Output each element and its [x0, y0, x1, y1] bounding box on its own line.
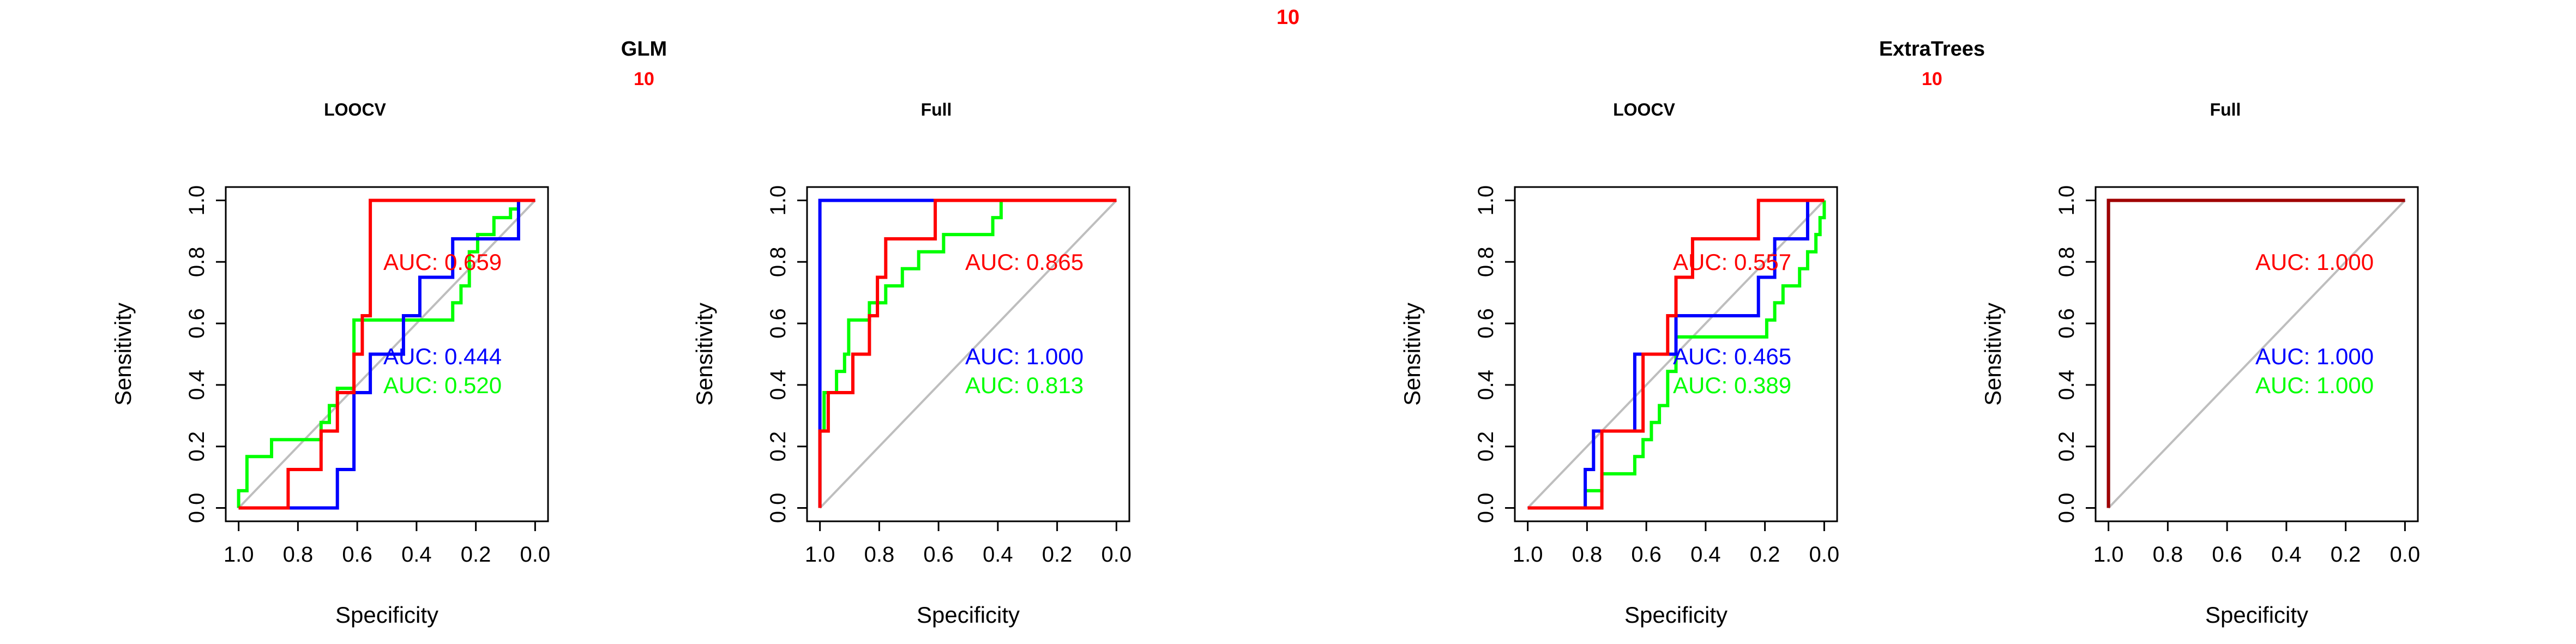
x-tick-label: 0.6	[1631, 543, 1662, 567]
y-tick-label: 0.8	[1474, 247, 1498, 278]
figure-header-label: 10	[1277, 6, 1299, 29]
x-tick-label: 0.8	[864, 543, 895, 567]
y-tick-label: 0.4	[185, 370, 209, 400]
x-tick-label: 1.0	[224, 543, 254, 567]
y-tick-label: 0.2	[766, 431, 790, 462]
x-tick-label: 0.4	[2271, 543, 2302, 567]
roc-panel-1: LOOCV AUC: 0.659 AUC: 0.444 AUC: 0.520 1.0 0.…	[110, 100, 550, 628]
y-tick-label: 0.8	[185, 247, 209, 278]
y-tick-label: 0.8	[766, 247, 790, 278]
x-tick-label: 0.6	[342, 543, 372, 567]
auc-label-red: AUC: 0.557	[1673, 249, 1791, 275]
y-tick-label: 0.2	[2055, 431, 2079, 462]
y-tick-label: 0.8	[2055, 247, 2079, 278]
y-tick-label: 1.0	[1474, 185, 1498, 216]
x-tick-label: 0.0	[2390, 543, 2421, 567]
auc-label-blue: AUC: 0.444	[383, 344, 502, 369]
x-tick-label: 1.0	[2093, 543, 2124, 567]
auc-label-red: AUC: 0.659	[383, 249, 502, 275]
y-axis-label: Sensitivity	[110, 303, 136, 406]
y-axis-label: Sensitivity	[1980, 303, 2006, 406]
group-title-extratrees: ExtraTrees	[1879, 38, 1985, 61]
panel-title: LOOCV	[1613, 100, 1675, 119]
x-tick-label: 0.0	[520, 543, 551, 567]
x-axis-label: Specificity	[335, 602, 438, 628]
y-axis-label: Sensitivity	[691, 303, 717, 406]
auc-label-green: AUC: 0.389	[1673, 372, 1791, 398]
x-tick-label: 0.8	[2153, 543, 2183, 567]
group-subtitle-extratrees: 10	[1922, 69, 1942, 89]
roc-curve-red	[238, 198, 535, 510]
auc-label-blue: AUC: 1.000	[965, 344, 1084, 369]
y-tick-label: 0.0	[1474, 493, 1498, 523]
x-tick-label: 0.0	[1809, 543, 1840, 567]
roc-panel-3: LOOCV AUC: 0.557 AUC: 0.465 AUC: 0.389 1.0 0.…	[1399, 100, 1839, 628]
auc-label-blue: AUC: 1.000	[2255, 344, 2374, 369]
y-tick-label: 1.0	[2055, 185, 2079, 216]
y-tick-label: 0.6	[185, 308, 209, 339]
x-tick-label: 0.0	[1102, 543, 1132, 567]
x-tick-label: 1.0	[1513, 543, 1543, 567]
y-tick-label: 0.2	[185, 431, 209, 462]
auc-label-green: AUC: 1.000	[2255, 372, 2374, 398]
x-tick-label: 0.2	[461, 543, 491, 567]
auc-label-blue: AUC: 0.465	[1673, 344, 1791, 369]
panel-title: Full	[2210, 100, 2241, 119]
x-axis-label: Specificity	[2205, 602, 2308, 628]
y-tick-label: 0.4	[1474, 370, 1498, 400]
y-tick-label: 0.6	[1474, 308, 1498, 339]
group-title-glm: GLM	[621, 38, 667, 61]
y-tick-label: 0.4	[2055, 370, 2079, 400]
auc-label-green: AUC: 0.520	[383, 372, 502, 398]
x-tick-label: 0.2	[2331, 543, 2361, 567]
x-tick-label: 0.8	[283, 543, 314, 567]
x-tick-label: 0.2	[1042, 543, 1073, 567]
y-tick-label: 1.0	[766, 185, 790, 216]
x-tick-label: 0.4	[401, 543, 432, 567]
auc-label-red: AUC: 1.000	[2255, 249, 2374, 275]
x-tick-label: 0.8	[1572, 543, 1603, 567]
y-tick-label: 0.6	[766, 308, 790, 339]
x-tick-label: 0.4	[983, 543, 1013, 567]
y-tick-label: 0.6	[2055, 308, 2079, 339]
y-tick-label: 1.0	[185, 185, 209, 216]
roc-panels: LOOCV AUC: 0.659 AUC: 0.444 AUC: 0.520 1.0 0.…	[110, 100, 2420, 628]
roc-curve-blue	[1527, 198, 1825, 510]
roc-curve-red	[2106, 198, 2405, 508]
y-tick-label: 0.0	[766, 493, 790, 523]
roc-curve-red	[818, 198, 1117, 508]
chance-diagonal	[819, 200, 1117, 509]
chance-diagonal	[2108, 200, 2406, 509]
group-subtitle-glm: 10	[634, 69, 654, 89]
x-tick-label: 1.0	[805, 543, 835, 567]
y-axis-label: Sensitivity	[1399, 303, 1425, 406]
y-tick-label: 0.2	[1474, 431, 1498, 462]
y-tick-label: 0.0	[185, 493, 209, 523]
x-tick-label: 0.4	[1690, 543, 1721, 567]
x-tick-label: 0.6	[2212, 543, 2242, 567]
y-tick-label: 0.0	[2055, 493, 2079, 523]
roc-curve-red	[1527, 198, 1825, 510]
y-tick-label: 0.4	[766, 370, 790, 400]
roc-panel-2: Full AUC: 0.865 AUC: 1.000 AUC: 0.813 1.0 0.8…	[691, 100, 1131, 628]
x-tick-label: 0.6	[923, 543, 954, 567]
auc-label-green: AUC: 0.813	[965, 372, 1084, 398]
auc-label-red: AUC: 0.865	[965, 249, 1084, 275]
x-axis-label: Specificity	[917, 602, 1020, 628]
panel-title: Full	[921, 100, 952, 119]
roc-curve-blue	[238, 198, 535, 510]
x-axis-label: Specificity	[1624, 602, 1728, 628]
x-tick-label: 0.2	[1750, 543, 1780, 567]
roc-panel-4: Full AUC: 1.000 AUC: 1.000 AUC: 1.000 1.0 0.8…	[1980, 100, 2420, 628]
panel-title: LOOCV	[324, 100, 386, 119]
